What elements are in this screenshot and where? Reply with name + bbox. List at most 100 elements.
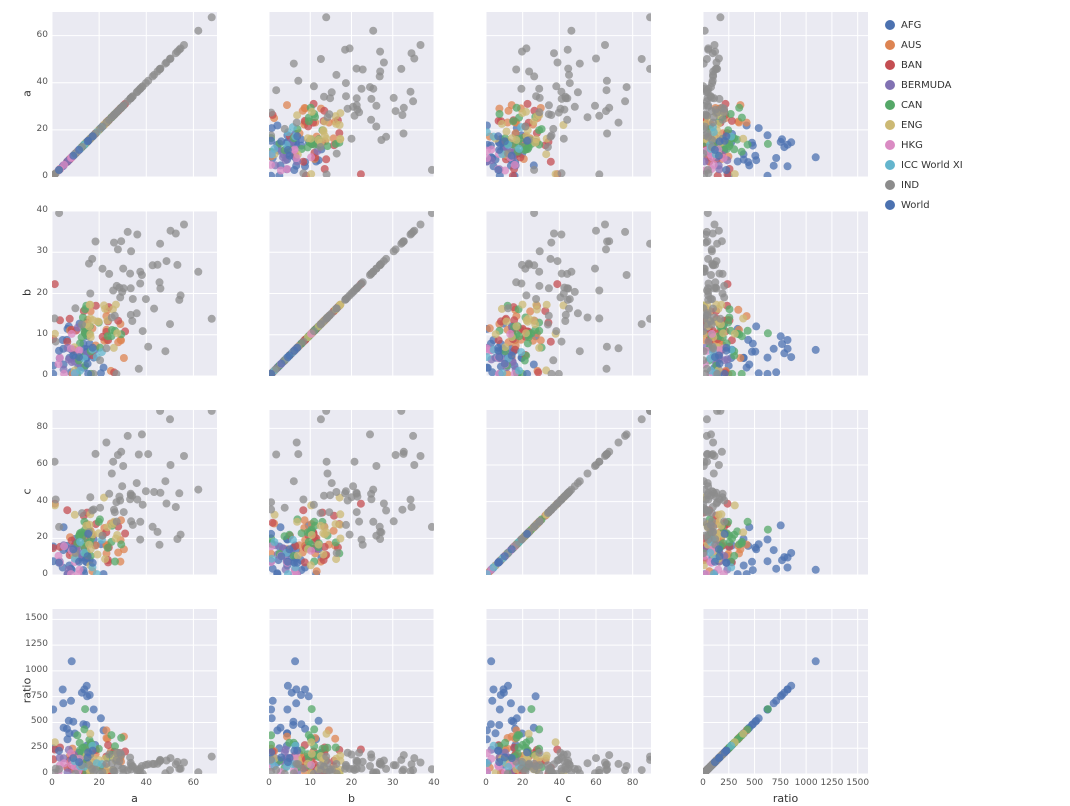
- xtick-label: 20: [508, 778, 538, 788]
- xtick-label: 0: [254, 778, 284, 788]
- x-axis-label: b: [322, 792, 382, 805]
- panel-b-vs-c: [486, 211, 651, 376]
- xtick-label: 1500: [843, 778, 873, 788]
- ytick-label: 0: [42, 370, 48, 380]
- panel-c-vs-a: 020406080c: [52, 410, 217, 575]
- plot-area: [269, 609, 434, 774]
- panel-a-vs-ratio: [703, 12, 868, 177]
- xtick-label: 0: [37, 778, 67, 788]
- panel-c-vs-c: [486, 410, 651, 575]
- legend-label: ICC World XI: [901, 160, 963, 171]
- xtick-label: 40: [131, 778, 161, 788]
- legend-label: BAN: [901, 60, 922, 71]
- scatter: [269, 211, 434, 376]
- plot-area: [703, 609, 868, 774]
- legend-swatch: [885, 20, 895, 30]
- x-axis-label: ratio: [756, 792, 816, 805]
- scatter: [703, 410, 868, 575]
- ytick-label: 40: [37, 205, 48, 215]
- scatter: [486, 211, 651, 376]
- legend-item: BERMUDA: [885, 76, 963, 94]
- plot-area: [52, 12, 217, 177]
- plot-area: [52, 211, 217, 376]
- legend-item: AFG: [885, 16, 963, 34]
- scatter: [486, 609, 651, 774]
- ytick-label: 1500: [25, 613, 48, 623]
- plot-area: [703, 211, 868, 376]
- panel-b-vs-a: 010203040b: [52, 211, 217, 376]
- legend-label: ENG: [901, 120, 923, 131]
- ytick-label: 10: [37, 329, 48, 339]
- panel-a-vs-b: [269, 12, 434, 177]
- legend-swatch: [885, 160, 895, 170]
- panel-a-vs-c: [486, 12, 651, 177]
- legend-swatch: [885, 100, 895, 110]
- plot-area: [52, 410, 217, 575]
- ytick-label: 80: [37, 422, 48, 432]
- ytick-label: 40: [37, 496, 48, 506]
- plot-area: [269, 410, 434, 575]
- legend: AFGAUSBANBERMUDACANENGHKGICC World XIIND…: [885, 16, 963, 216]
- ytick-label: 500: [31, 716, 48, 726]
- legend-label: AFG: [901, 20, 921, 31]
- scatter: [269, 12, 434, 177]
- scatter: [486, 410, 651, 575]
- scatter: [486, 12, 651, 177]
- legend-item: World: [885, 196, 963, 214]
- scatter: [703, 211, 868, 376]
- legend-item: HKG: [885, 136, 963, 154]
- plot-area: [486, 211, 651, 376]
- legend-item: BAN: [885, 56, 963, 74]
- plot-area: [269, 211, 434, 376]
- panel-ratio-vs-c: 020406080c: [486, 609, 651, 774]
- ytick-label: 0: [42, 171, 48, 181]
- xtick-label: 40: [419, 778, 449, 788]
- scatter: [703, 609, 868, 774]
- ytick-label: 1250: [25, 639, 48, 649]
- plot-area: [703, 410, 868, 575]
- panel-ratio-vs-a: 0204060a0250500750100012501500ratio: [52, 609, 217, 774]
- panel-c-vs-b: [269, 410, 434, 575]
- x-axis-label: c: [539, 792, 599, 805]
- ytick-label: 0: [42, 569, 48, 579]
- scatter: [52, 410, 217, 575]
- x-axis-label: a: [105, 792, 165, 805]
- y-axis-label: c: [21, 474, 34, 508]
- plot-area: [486, 410, 651, 575]
- legend-label: IND: [901, 180, 919, 191]
- scatter: [703, 12, 868, 177]
- legend-item: ENG: [885, 116, 963, 134]
- xtick-label: 20: [337, 778, 367, 788]
- plot-area: [486, 609, 651, 774]
- panel-ratio-vs-ratio: 0250500750100012501500ratio: [703, 609, 868, 774]
- scatter: [269, 410, 434, 575]
- panel-a-vs-a: 0204060a: [52, 12, 217, 177]
- plot-area: [703, 12, 868, 177]
- legend-item: ICC World XI: [885, 156, 963, 174]
- legend-swatch: [885, 140, 895, 150]
- legend-swatch: [885, 180, 895, 190]
- legend-swatch: [885, 120, 895, 130]
- legend-label: HKG: [901, 140, 923, 151]
- legend-label: World: [901, 200, 930, 211]
- ytick-label: 20: [37, 288, 48, 298]
- y-axis-label: a: [21, 76, 34, 110]
- legend-label: BERMUDA: [901, 80, 951, 91]
- legend-swatch: [885, 80, 895, 90]
- ytick-label: 30: [37, 246, 48, 256]
- panel-b-vs-b: [269, 211, 434, 376]
- xtick-label: 10: [295, 778, 325, 788]
- scatter: [52, 211, 217, 376]
- ytick-label: 250: [31, 742, 48, 752]
- xtick-label: 60: [581, 778, 611, 788]
- xtick-label: 20: [84, 778, 114, 788]
- plot-area: [269, 12, 434, 177]
- legend-swatch: [885, 40, 895, 50]
- xtick-label: 60: [178, 778, 208, 788]
- panel-c-vs-ratio: [703, 410, 868, 575]
- panel-b-vs-ratio: [703, 211, 868, 376]
- xtick-label: 30: [378, 778, 408, 788]
- scatter: [52, 12, 217, 177]
- pairplot-figure: 0204060a010203040b020406080c0204060a0250…: [0, 0, 1070, 806]
- xtick-label: 80: [618, 778, 648, 788]
